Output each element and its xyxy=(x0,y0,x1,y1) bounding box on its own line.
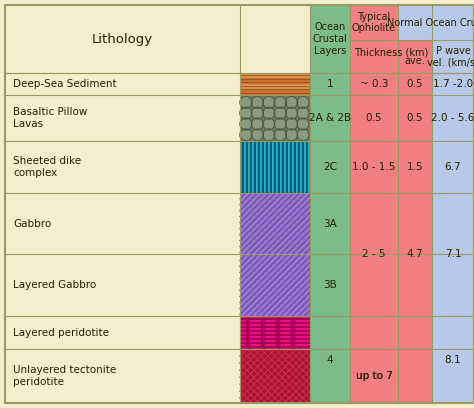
Text: Gabbro: Gabbro xyxy=(13,219,51,228)
Text: 7.1: 7.1 xyxy=(445,249,461,259)
Bar xyxy=(240,73,310,78)
Bar xyxy=(240,95,310,141)
Circle shape xyxy=(263,96,275,109)
Bar xyxy=(398,5,432,403)
Bar xyxy=(310,5,350,40)
Text: Thickness (km): Thickness (km) xyxy=(354,48,428,58)
Text: Normal Ocean Crust: Normal Ocean Crust xyxy=(387,18,474,28)
Bar xyxy=(432,5,474,403)
Circle shape xyxy=(263,129,275,141)
Bar xyxy=(240,141,310,193)
Text: Basaltic Pillow
Lavas: Basaltic Pillow Lavas xyxy=(13,107,87,129)
Circle shape xyxy=(297,118,309,130)
Circle shape xyxy=(263,107,275,119)
Bar xyxy=(240,193,310,255)
Text: 8.1: 8.1 xyxy=(445,355,461,365)
Circle shape xyxy=(240,107,252,119)
Text: 1: 1 xyxy=(327,79,333,89)
Circle shape xyxy=(274,107,286,119)
Text: 1.5: 1.5 xyxy=(407,162,423,172)
Bar xyxy=(240,73,310,95)
Circle shape xyxy=(240,96,252,109)
Text: 2A & 2B: 2A & 2B xyxy=(309,113,351,123)
Circle shape xyxy=(297,96,309,109)
Text: 6.7: 6.7 xyxy=(445,162,461,172)
Circle shape xyxy=(286,129,298,141)
Text: P wave
vel. (km/s): P wave vel. (km/s) xyxy=(427,46,474,67)
Circle shape xyxy=(240,129,252,141)
Bar xyxy=(240,316,310,349)
Bar xyxy=(240,349,310,403)
Text: 2.0 - 5.6: 2.0 - 5.6 xyxy=(431,113,474,123)
Bar xyxy=(240,255,310,316)
Bar xyxy=(240,316,310,349)
Text: ave.: ave. xyxy=(405,55,425,66)
Bar xyxy=(350,5,398,40)
Bar xyxy=(398,5,474,40)
Bar xyxy=(240,84,310,89)
Text: Deep-Sea Sediment: Deep-Sea Sediment xyxy=(13,79,117,89)
Text: 4: 4 xyxy=(327,355,333,365)
Circle shape xyxy=(274,129,286,141)
Circle shape xyxy=(286,118,298,130)
Text: 2C: 2C xyxy=(323,162,337,172)
Circle shape xyxy=(297,129,309,141)
Text: 1.7 -2.0: 1.7 -2.0 xyxy=(433,79,473,89)
Text: Lithology: Lithology xyxy=(92,33,153,46)
Text: 0.5: 0.5 xyxy=(407,113,423,123)
Text: Typical
Ophiolite: Typical Ophiolite xyxy=(352,12,396,33)
Text: 3B: 3B xyxy=(323,280,337,290)
Bar xyxy=(240,141,310,193)
Bar xyxy=(240,255,310,316)
Circle shape xyxy=(274,118,286,130)
Circle shape xyxy=(251,96,264,109)
Circle shape xyxy=(274,96,286,109)
Text: ~ 0.3: ~ 0.3 xyxy=(360,79,388,89)
Bar xyxy=(240,193,310,255)
Text: 2 - 5: 2 - 5 xyxy=(362,249,386,259)
Bar xyxy=(240,89,310,95)
Bar xyxy=(240,78,310,84)
Text: 3A: 3A xyxy=(323,219,337,228)
Circle shape xyxy=(286,96,298,109)
Bar xyxy=(240,349,310,403)
Text: 4.7: 4.7 xyxy=(407,249,423,259)
Circle shape xyxy=(251,118,264,130)
Bar xyxy=(310,5,350,403)
Text: up to 7: up to 7 xyxy=(356,371,392,381)
Text: 0.5: 0.5 xyxy=(366,113,382,123)
Text: Ocean
Crustal
Layers: Ocean Crustal Layers xyxy=(313,22,347,55)
Text: Sheeted dike
complex: Sheeted dike complex xyxy=(13,156,81,177)
Circle shape xyxy=(251,107,264,119)
Text: 0.5: 0.5 xyxy=(407,79,423,89)
Text: Layered Gabbro: Layered Gabbro xyxy=(13,280,96,290)
Text: 1.0 - 1.5: 1.0 - 1.5 xyxy=(352,162,396,172)
Text: up to 7: up to 7 xyxy=(356,371,392,381)
Circle shape xyxy=(240,118,252,130)
Bar xyxy=(350,5,398,403)
Circle shape xyxy=(251,129,264,141)
Text: Unlayered tectonite
peridotite: Unlayered tectonite peridotite xyxy=(13,365,116,387)
Text: Layered peridotite: Layered peridotite xyxy=(13,328,109,338)
Circle shape xyxy=(297,107,309,119)
Circle shape xyxy=(263,118,275,130)
Bar xyxy=(310,40,350,73)
Bar xyxy=(350,40,432,73)
Bar xyxy=(432,40,474,73)
Bar xyxy=(240,95,310,141)
Circle shape xyxy=(286,107,298,119)
